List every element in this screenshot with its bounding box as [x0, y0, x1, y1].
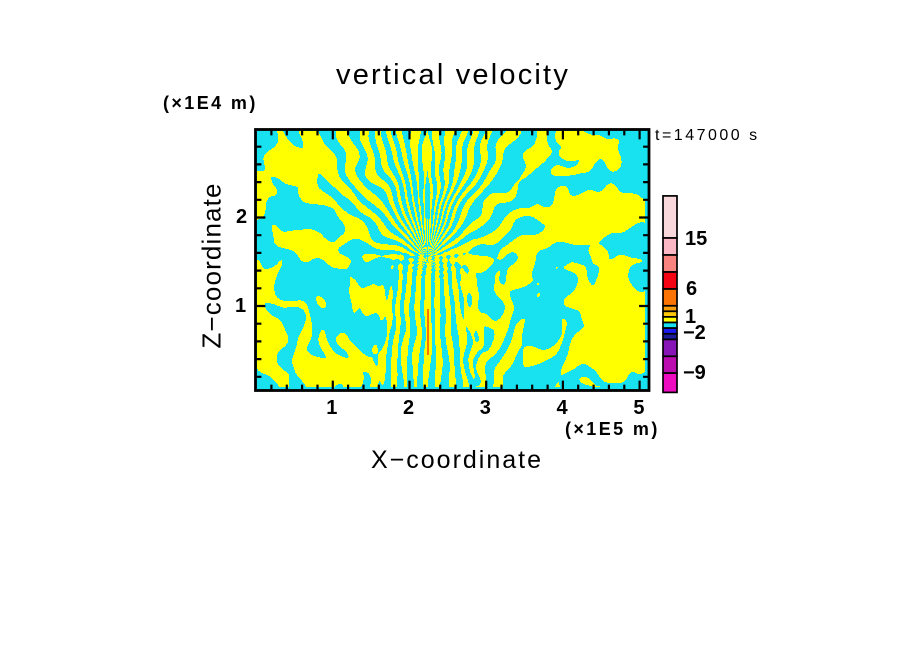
svg-text:Z−coordinate: Z−coordinate: [197, 182, 227, 348]
